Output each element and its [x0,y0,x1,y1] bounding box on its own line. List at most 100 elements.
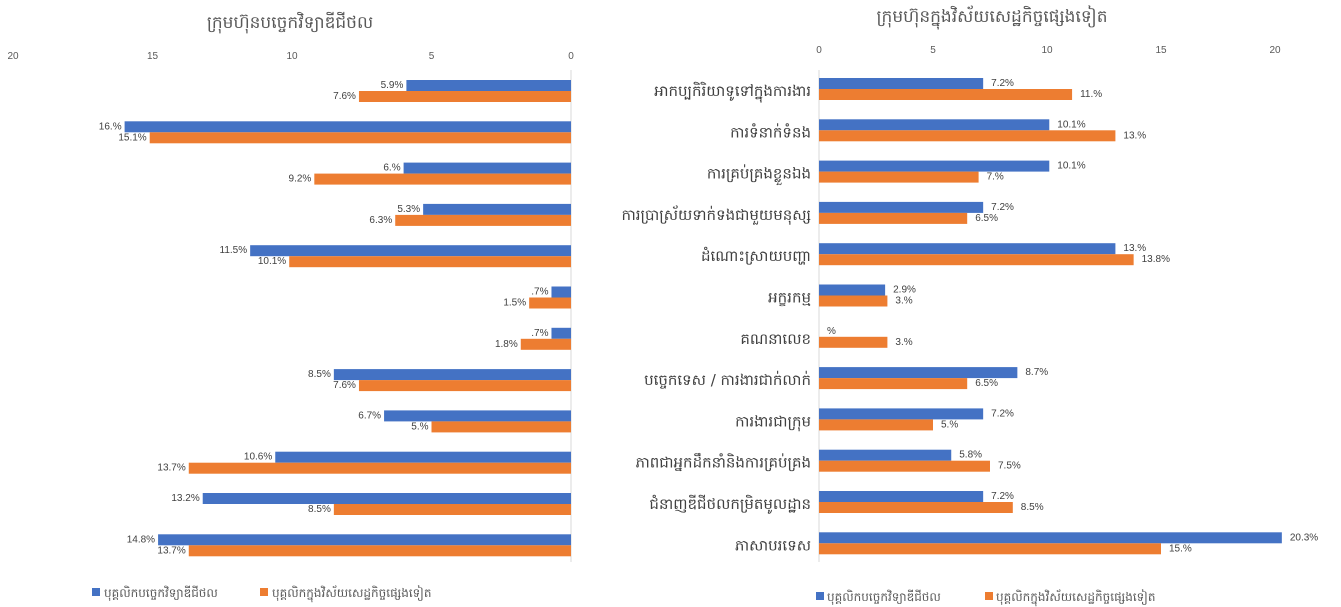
right-data-label: 13.8% [1142,254,1170,265]
right-data-label: 13.% [1123,243,1146,254]
left-data-label: 6.3% [369,215,392,226]
right-legend-label: បុគ្គលិកបច្ចេកវិទ្យាឌីជីថល [827,589,941,605]
right-category-label: ភាពជាអ្នកដឹកនាំនិងការគ្រប់គ្រង [635,453,811,472]
right-legend-label: បុគ្គលិកក្នុងវិស័យសេដ្ឋកិច្ចផ្សេងទៀត [996,589,1156,607]
right-data-label: 7.% [987,172,1004,183]
left-bar-other [358,380,571,392]
right-bar-other [819,502,1013,513]
right-category-label: គណនាលេខ [740,330,811,348]
left-bar-other [289,256,571,268]
right-chart-title: ក្រុមហ៊ុនក្នុងវិស័យសេដ្ឋកិច្ចផ្សេងទៀត [876,5,1107,30]
right-bar-digital [819,78,984,89]
left-data-label: 5.9% [381,80,404,91]
right-bars: 7.2%11.%10.1%13.%10.1%7.%7.2%6.5%13.%13.… [818,70,1318,562]
left-bars: 5.9% 7.6% 16.%15.1% 6.% 9.2% 5.3% 6.3% 11.5% 10.… [99,70,572,562]
right-bar-digital [819,119,1050,131]
right-bar-digital [819,243,1116,255]
left-data-label: 13.2% [171,493,199,504]
left-bar-digital [403,162,571,174]
right-category-label: បច្ចេកទេស / ការងារជាក់លាក់ [644,370,811,389]
right-data-label: 7.5% [998,461,1021,472]
right-bar-other [819,130,1116,142]
right-category-label: ការប្រាស្រ័យទាក់ទងជាមួយមនុស្ស [621,205,811,225]
right-data-label: 10.1% [1057,161,1085,172]
left-x-tick-label: 20 [7,51,19,62]
left-bar-other [188,462,571,474]
right-category-label: អាកប្បកិរិយាទូទៅក្នុងការងារ [654,81,811,103]
right-x-tick-label: 0 [816,45,822,56]
left-legend-label: បុគ្គលិកបច្ចេកវិទ្យាឌីជីថល [104,585,218,601]
left-data-label: 7.6% [333,380,356,391]
right-bar-other [819,543,1161,555]
left-legend-swatch [260,588,268,596]
left-chart: ក្រុមហ៊ុនបច្ចេកវិទ្យាឌីជីថល 20 15 10 5 0 5.9… [7,11,574,603]
right-data-label: 13.% [1123,130,1146,141]
left-data-label: 16.% [99,121,122,132]
left-data-label: 5.3% [397,204,420,215]
right-x-tick-label: 15 [1155,45,1167,56]
left-bar-other [314,173,571,185]
left-bar-digital [551,327,571,339]
right-legend-swatch [816,592,824,600]
right-category-label: ភាសាបរទេស [735,536,811,554]
right-data-label: % [827,326,836,337]
right-bar-digital [819,284,886,296]
right-data-label: 10.1% [1057,119,1085,130]
left-x-tick-label: 5 [429,51,435,62]
right-category-label: ជំនាញឌីជីថលកម្រិតមូលដ្ឋាន [649,494,811,514]
right-data-label: 2.9% [893,285,916,296]
right-data-label: 11.% [1080,89,1102,100]
left-bar-digital [202,493,571,504]
right-data-label: 6.5% [975,213,998,224]
right-bar-digital [819,201,984,213]
left-bar-other [520,338,571,350]
left-bar-other [431,421,571,433]
left-bar-other [529,297,571,309]
right-data-label: 7.2% [991,491,1014,502]
left-data-label: .7% [531,328,548,339]
left-data-label: 7.6% [333,91,356,102]
left-x-tick-label: 10 [286,51,298,62]
right-data-label: 3.% [895,337,912,348]
right-bar-digital [819,367,1018,379]
left-bar-digital [158,534,571,546]
left-data-label: 10.1% [258,256,286,267]
left-data-label: 10.6% [244,452,272,463]
left-bar-digital [124,121,571,133]
right-legend-swatch [985,592,993,600]
right-bar-digital [819,449,952,461]
left-data-label: 9.2% [289,174,312,185]
left-data-label: 8.5% [308,369,331,380]
left-legend-label: បុគ្គលិកក្នុងវិស័យសេដ្ឋកិច្ចផ្សេងទៀត [272,585,432,603]
left-bar-digital [423,203,571,215]
left-bar-digital [551,286,571,298]
right-data-label: 7.2% [991,408,1014,419]
right-bar-other [819,212,968,224]
left-x-tick-labels: 20 15 10 5 0 [7,51,574,62]
right-category-label: ដំណោះស្រាយបញ្ហា [701,246,811,265]
right-category-label: ការទំនាក់ទំនង [730,122,811,141]
right-data-label: 8.5% [1021,502,1044,513]
left-bar-digital [275,451,571,463]
left-legend: បុគ្គលិកបច្ចេកវិទ្យាឌីជីថល បុគ្គលិកក្នុងវ… [92,585,432,603]
left-chart-title: ក្រុមហ៊ុនបច្ចេកវិទ្យាឌីជីថល [207,11,373,34]
right-bar-other [819,336,888,348]
right-data-label: 7.2% [991,202,1014,213]
right-bar-digital [819,491,984,502]
right-category-label: ការងារជាក្រុម [735,412,811,431]
left-bar-other [149,132,571,144]
left-data-label: 5.% [411,421,428,432]
left-bar-other [358,91,571,102]
left-data-label: 11.5% [220,245,248,256]
left-x-tick-label: 15 [147,51,159,62]
left-bar-digital [384,410,571,422]
right-x-tick-labels: 0 5 10 15 20 [816,45,1281,56]
left-x-tick-label: 0 [568,51,574,62]
right-chart: ក្រុមហ៊ុនក្នុងវិស័យសេដ្ឋកិច្ចផ្សេងទៀត 0 5… [621,5,1318,607]
right-bar-other [819,171,979,183]
right-data-label: 6.5% [975,378,998,389]
left-data-label: 13.7% [157,463,185,474]
right-x-tick-label: 10 [1041,45,1053,56]
right-bar-other [819,254,1134,266]
left-bar-other [395,214,571,226]
